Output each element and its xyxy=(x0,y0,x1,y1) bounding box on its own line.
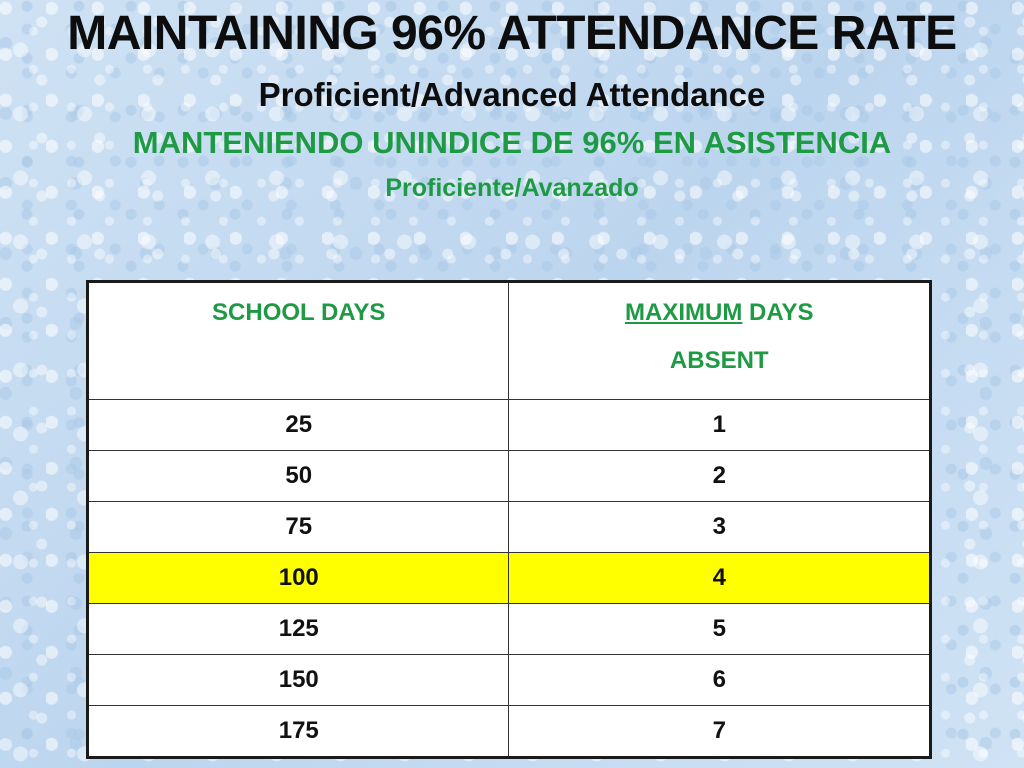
cell-max-absent: 2 xyxy=(508,450,931,502)
spanish-title: MANTENIENDO UNINDICE DE 96% EN ASISTENCI… xyxy=(132,125,892,160)
cell-max-absent: 6 xyxy=(508,654,931,706)
cell-school-days: 175 xyxy=(86,705,510,758)
cell-school-days: 100 xyxy=(86,552,510,604)
table-row: 175 7 xyxy=(86,705,931,758)
cell-max-absent: 7 xyxy=(508,705,931,758)
table-row: 75 3 xyxy=(86,501,931,553)
header-school-days-label: SCHOOL DAYS xyxy=(212,299,386,326)
header-absent: ABSENT xyxy=(669,347,769,374)
header-maximum-days-absent: MAXIMUM DAYS ABSENT xyxy=(508,281,931,400)
header-max-line: MAXIMUM DAYS xyxy=(509,289,929,337)
table-header: SCHOOL DAYS MAXIMUM DAYS ABSENT xyxy=(86,281,931,400)
table-row: 125 5 xyxy=(86,603,931,655)
cell-school-days: 75 xyxy=(86,501,510,553)
table-row-highlighted: 100 4 xyxy=(86,552,931,604)
cell-max-absent: 3 xyxy=(508,501,931,553)
subtitle: Proficient/Advanced Attendance xyxy=(258,76,766,113)
attendance-table: SCHOOL DAYS MAXIMUM DAYS ABSENT 25 1 50 … xyxy=(86,280,932,759)
table-row: 25 1 xyxy=(86,399,931,451)
header-row: SCHOOL DAYS MAXIMUM DAYS ABSENT xyxy=(86,281,931,400)
cell-school-days: 150 xyxy=(86,654,510,706)
cell-max-absent: 1 xyxy=(508,399,931,451)
table-row: 50 2 xyxy=(86,450,931,502)
cell-school-days: 125 xyxy=(86,603,510,655)
cell-max-absent: 4 xyxy=(508,552,931,604)
header-maximum-underlined: MAXIMUM xyxy=(625,299,743,326)
header-days: DAYS xyxy=(742,299,814,326)
cell-school-days: 25 xyxy=(86,399,510,451)
table-row: 150 6 xyxy=(86,654,931,706)
cell-max-absent: 5 xyxy=(508,603,931,655)
main-title: MAINTAINING 96% ATTENDANCE RATE xyxy=(67,7,957,60)
header-school-days: SCHOOL DAYS xyxy=(86,281,510,400)
table-body: 25 1 50 2 75 3 100 4 125 5 150 6 175 7 xyxy=(86,399,931,758)
spanish-subtitle: Proficiente/Avanzado xyxy=(385,174,639,202)
cell-school-days: 50 xyxy=(86,450,510,502)
